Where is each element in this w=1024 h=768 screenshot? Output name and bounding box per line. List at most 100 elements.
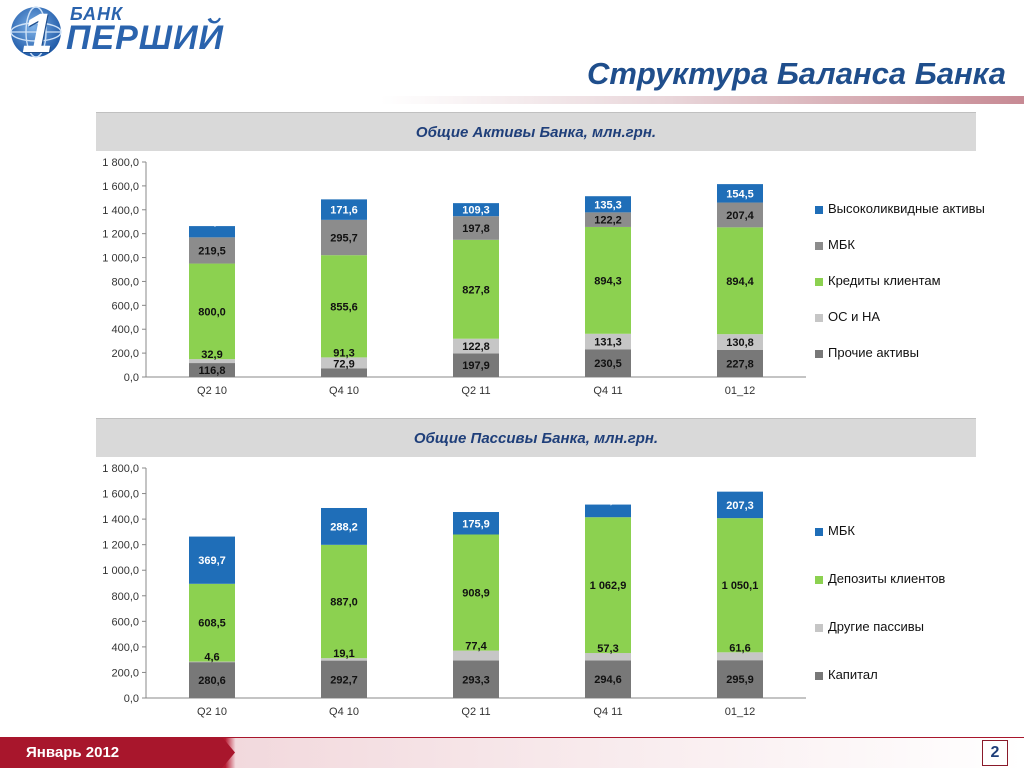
assets-category-label: Q2 11: [461, 385, 490, 397]
liabilities-y-tick-label: 200,0: [111, 667, 139, 679]
assets-data-label: 116,8: [199, 365, 226, 377]
liabilities-y-tick-label: 1 600,0: [102, 489, 139, 501]
liabilities-category-label: Q4 10: [329, 706, 359, 718]
assets-category-label: Q4 10: [329, 385, 359, 397]
logo-bank-word: БАНК: [70, 4, 124, 24]
logo-numeral: 1: [22, 1, 54, 64]
liabilities-chart-title: Общие Пассивы Банка, млн.грн.: [96, 418, 976, 457]
assets-bar-segment: [453, 203, 499, 217]
liabilities-data-label: 1 062,9: [590, 580, 627, 592]
assets-bar-segment: [585, 196, 631, 213]
page-number: 2: [982, 740, 1008, 766]
assets-data-label: 154,5: [726, 188, 754, 200]
liabilities-y-tick-label: 1 400,0: [102, 514, 139, 526]
liabilities-legend-swatch: [815, 576, 823, 584]
assets-data-label: 91,3: [333, 347, 354, 359]
liabilities-data-label: 292,7: [330, 674, 358, 686]
liabilities-data-label: 288,2: [330, 521, 358, 533]
footer-rule: [0, 737, 1024, 738]
liabilities-y-tick-label: 400,0: [111, 642, 139, 654]
liabilities-y-tick-label: 1 000,0: [102, 565, 139, 577]
assets-bar-segment: [585, 212, 631, 227]
footer-date-tab: [0, 737, 235, 768]
assets-legend-item: Прочие активы: [815, 346, 995, 360]
assets-category-label: 01_12: [725, 385, 756, 397]
assets-data-label: 109,3: [462, 205, 490, 217]
assets-bar-segment: [585, 226, 631, 334]
assets-bar-segment: [585, 333, 631, 350]
assets-bar-segment: [585, 349, 631, 377]
assets-data-label: 227,8: [726, 358, 754, 370]
assets-bar-segment: [189, 263, 235, 360]
logo-name: ПЕРШИЙ: [66, 19, 225, 57]
assets-bar-segment: [189, 226, 235, 238]
liabilities-legend-item: Другие пассивы: [815, 620, 995, 634]
assets-data-label: 32,9: [201, 349, 222, 361]
assets-bar-segment: [717, 202, 763, 228]
assets-legend-swatch: [815, 314, 823, 322]
assets-chart: 0,0 200,0 400,0 600,0 800,0 1 000,0 1 200,0 1 4…: [82, 152, 1002, 404]
liabilities-legend-swatch: [815, 528, 823, 536]
liabilities-bar-segment: [321, 658, 367, 661]
liabilities-data-label: 908,9: [462, 588, 490, 600]
assets-data-label: 72,9: [333, 358, 354, 370]
assets-bar-segment: [189, 359, 235, 364]
liabilities-legend-swatch: [815, 624, 823, 632]
assets-category-label: Q2 10: [197, 385, 227, 397]
liabilities-legend-label: Капитал: [828, 667, 878, 682]
assets-chart-svg: 0,0 200,0 400,0 600,0 800,0 1 000,0 1 200,0 1 4…: [102, 157, 806, 397]
assets-data-label: 207,4: [726, 210, 754, 222]
assets-y-tick-label: 400,0: [111, 324, 139, 336]
liabilities-chart: 0,0 200,0 400,0 600,0 800,0 1 000,0 1 200,0 1 4…: [82, 458, 1002, 718]
liabilities-y-tick-label: 0,0: [124, 693, 139, 705]
assets-data-label: 122,2: [594, 215, 622, 227]
assets-data-label: 230,5: [594, 358, 622, 370]
assets-y-tick-label: 1 800,0: [102, 157, 139, 169]
assets-data-label: 197,8: [462, 223, 490, 235]
assets-legend-swatch: [815, 242, 823, 250]
liabilities-data-label: 280,6: [198, 675, 226, 687]
assets-data-label: 130,8: [726, 337, 754, 349]
liabilities-bar-segment: [453, 534, 499, 651]
liabilities-data-label: 887,0: [330, 596, 358, 608]
liabilities-chart-svg: 0,0 200,0 400,0 600,0 800,0 1 000,0 1 200,0 1 4…: [102, 463, 806, 718]
liabilities-bar-segment: [453, 512, 499, 535]
assets-legend-item: МБК: [815, 238, 995, 252]
liabilities-bar-segment: [717, 660, 763, 698]
assets-bar-segment: [321, 199, 367, 220]
liabilities-data-label: 1 050,1: [722, 580, 759, 592]
liabilities-bar-segment: [717, 518, 763, 653]
assets-data-label: 894,4: [726, 276, 754, 288]
assets-data-label: 131,3: [594, 337, 622, 349]
assets-legend-item: ОС и НА: [815, 310, 995, 324]
assets-y-tick-label: 1 600,0: [102, 181, 139, 193]
assets-bar-segment: [189, 237, 235, 264]
assets-data-label: 171,6: [330, 205, 358, 217]
liabilities-data-label: 608,5: [198, 618, 226, 630]
assets-legend-swatch: [815, 206, 823, 214]
liabilities-bar-segment: [189, 583, 235, 662]
assets-bar-segment: [717, 184, 763, 203]
assets-bar-segment: [321, 219, 367, 256]
liabilities-y-tick-label: 1 200,0: [102, 540, 139, 552]
liabilities-bar-segment: [585, 653, 631, 661]
liabilities-data-label: 4,6: [204, 652, 219, 664]
assets-y-tick-label: 200,0: [111, 348, 139, 360]
assets-bar-segment: [453, 353, 499, 377]
liabilities-bar-segment: [585, 504, 631, 518]
assets-data-label: 295,7: [330, 233, 358, 245]
assets-data-label: 219,5: [198, 245, 226, 257]
liabilities-data-label: 294,6: [594, 674, 622, 686]
assets-y-tick-label: 0,0: [124, 372, 139, 384]
bank-logo: 1 БАНК ПЕРШИЙ: [6, 1, 266, 64]
assets-data-label: 827,8: [462, 284, 490, 296]
footer-date: Январь 2012: [26, 744, 120, 761]
liabilities-data-label: 77,4: [465, 641, 487, 653]
assets-legend-label: ОС и НА: [828, 309, 881, 324]
liabilities-data-label: 61,6: [729, 642, 750, 654]
assets-legend-item: Высоколиквидные активы: [815, 202, 995, 216]
assets-legend-label: МБК: [828, 237, 855, 252]
liabilities-legend-item: Депозиты клиентов: [815, 572, 995, 586]
liabilities-data-label: 57,3: [597, 643, 618, 655]
liabilities-y-tick-label: 800,0: [111, 591, 139, 603]
